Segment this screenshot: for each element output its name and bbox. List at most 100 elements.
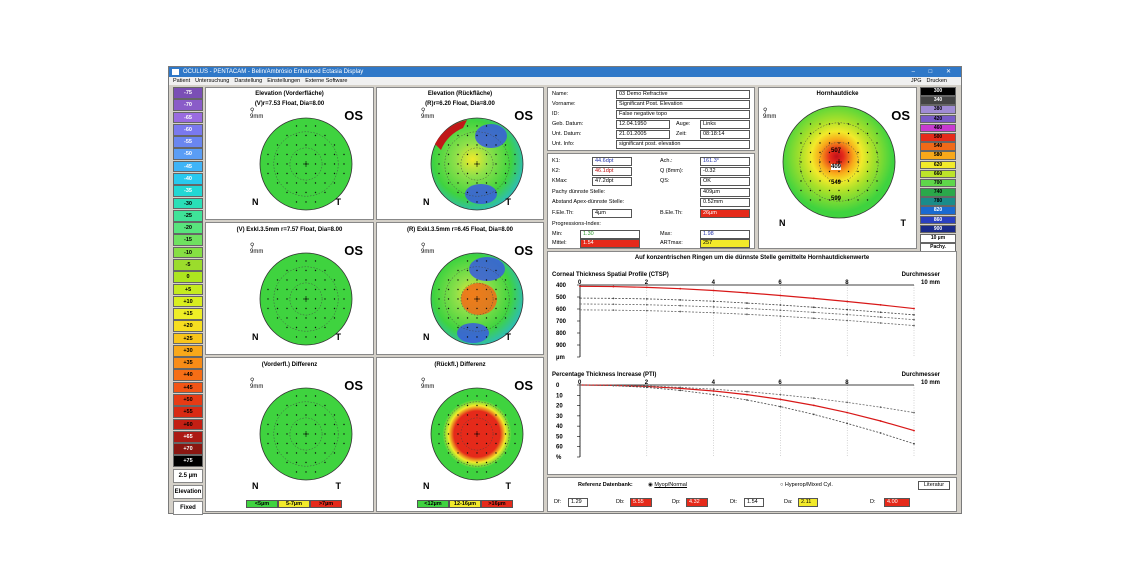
zoom-icon[interactable]: ⚲ 9mm: [421, 378, 435, 390]
legend-green: <5µm: [246, 500, 278, 508]
name-field[interactable]: 03 Demo Refractive: [616, 90, 750, 99]
nasal-label: N: [423, 481, 430, 491]
scale-step: +20: [173, 320, 203, 333]
elevation-map[interactable]: [429, 251, 525, 347]
vorname-field[interactable]: Significant Post. Elevation: [616, 100, 750, 109]
data-point: [812, 404, 815, 407]
pachymetry-panel: Hornhautdicke ⚲ 9mm OS N T 409 507 549 59…: [758, 87, 917, 249]
birthdate-field[interactable]: 12.04.1950: [616, 120, 670, 129]
qs-label: QS:: [660, 178, 670, 184]
da-label: Da:: [784, 499, 793, 505]
d-label: D:: [870, 499, 876, 505]
max-label: Max:: [660, 231, 672, 237]
myop-normal-radio[interactable]: ◉ Myop/Normal: [648, 482, 688, 488]
data-point: [679, 299, 682, 301]
zoom-icon[interactable]: ⚲ 9mm: [250, 243, 264, 255]
menu-drucken[interactable]: Drucken: [926, 78, 947, 84]
menu-einstellungen[interactable]: Einstellungen: [267, 78, 301, 84]
panel-subtitle: (Vorderfl.) Differenz: [261, 362, 318, 368]
difference-map[interactable]: [429, 386, 525, 482]
scale-mode[interactable]: Elevation: [173, 485, 203, 500]
vorname-label: Vorname:: [552, 101, 576, 107]
legend-green: <12µm: [417, 500, 449, 508]
panel-title: Elevation (Rückfläche): [427, 91, 493, 97]
y-tick-label: 900: [556, 343, 567, 349]
eye-side-field[interactable]: Links: [700, 120, 750, 129]
qs-value: OK: [700, 177, 750, 186]
color-scale: -75 -70 -65 -60 -55 -50 -45 -40 -35 -30 -25 -20 -15-…: [173, 87, 203, 516]
scale-step: -25: [173, 209, 203, 222]
q-value: -0.32: [700, 167, 750, 176]
difference-map[interactable]: [258, 386, 354, 482]
data-point: [846, 411, 849, 414]
data-point: [746, 390, 748, 393]
panel-subtitle: (V) Exkl.3.5mm r=7.57 Float, Dia=8.00: [236, 227, 343, 233]
data-point: [612, 285, 615, 288]
zoom-icon[interactable]: ⚲ 9mm: [421, 243, 435, 255]
data-point: [746, 313, 748, 316]
pachymetry-map[interactable]: [781, 104, 897, 220]
x-tick-label: 4: [712, 280, 716, 286]
back-difference-panel: (Rückfl.) Differenz ⚲ 9mm OS N T <12µm 12-…: [376, 357, 544, 512]
data-point: [879, 406, 882, 409]
data-point: [913, 429, 915, 432]
data-point: [779, 294, 782, 297]
pachy-value-inner: 507: [831, 148, 842, 154]
data-point: [913, 324, 915, 327]
data-point: [579, 297, 581, 299]
x-tick-label: 8: [845, 280, 849, 286]
axis-label: Ach.:: [660, 158, 673, 164]
nasal-label: N: [779, 218, 786, 228]
exam-info-field[interactable]: significant post. elevation: [616, 140, 750, 149]
elevation-map[interactable]: [258, 251, 354, 347]
id-field[interactable]: False negative topo: [616, 110, 750, 119]
window-controls[interactable]: – □ ✕: [911, 69, 957, 75]
hyperop-radio[interactable]: ○ Hyperop/Mixed Cyl.: [780, 482, 833, 488]
data-point: [679, 310, 682, 313]
f-ele-label: F.Ele.Th:: [552, 210, 574, 216]
pachy-scale-step: 700: [920, 178, 956, 188]
data-point: [913, 307, 915, 310]
scale-resolution[interactable]: 2.5 µm: [173, 469, 203, 484]
data-point: [812, 306, 815, 309]
pachy-scale-step: 660: [920, 169, 956, 179]
data-point: [779, 393, 782, 396]
menu-untersuchung[interactable]: Untersuchung: [195, 78, 230, 84]
zoom-icon[interactable]: ⚲ 9mm: [763, 108, 777, 120]
mittel-value: 1.54: [580, 239, 640, 248]
eye-label: OS: [344, 243, 363, 258]
elevation-map[interactable]: [258, 116, 354, 212]
menu-jpg[interactable]: JPG: [910, 78, 922, 84]
data-point: [846, 313, 849, 316]
data-point: [579, 384, 581, 386]
ctsp-x-title: Durchmesser: [901, 272, 940, 278]
zoom-icon[interactable]: ⚲ 9mm: [421, 108, 435, 120]
menu-externe-software[interactable]: Externe Software: [305, 78, 348, 84]
time-field[interactable]: 08:18:14: [700, 130, 750, 139]
data-point: [712, 388, 715, 391]
literatur-button[interactable]: Literatur: [918, 481, 950, 490]
x-tick-label: 2: [645, 280, 649, 286]
nasal-label: N: [252, 332, 259, 342]
data-point: [812, 311, 815, 314]
dt-label: Dt:: [730, 499, 738, 505]
scale-step: +50: [173, 394, 203, 406]
data-point: [712, 305, 715, 308]
menu-patient[interactable]: Patient: [173, 78, 191, 84]
time-label: Zeit:: [676, 131, 687, 137]
y-tick-label: 600: [556, 307, 567, 313]
scale-fixed[interactable]: Fixed: [173, 501, 203, 516]
apex-distance-value: 0.52mm: [700, 198, 750, 207]
elevation-map[interactable]: [429, 116, 525, 212]
data-point: [812, 413, 815, 416]
zoom-icon[interactable]: ⚲ 9mm: [250, 378, 264, 390]
kmax-value: 47.2dpt: [592, 177, 632, 186]
data-point: [712, 390, 715, 392]
zoom-icon[interactable]: ⚲ 9mm: [250, 108, 264, 120]
scale-step: +60: [173, 418, 203, 431]
exam-date-field[interactable]: 21.01.2005: [616, 130, 670, 139]
dp-value: 4.32: [686, 498, 708, 507]
menu-darstellung[interactable]: Darstellung: [234, 78, 263, 84]
scale-step: -65: [173, 111, 203, 124]
scale-step: -45: [173, 160, 203, 173]
